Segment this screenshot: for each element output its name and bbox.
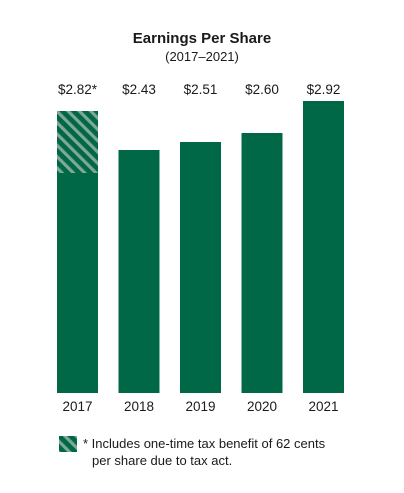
bar-2019	[180, 142, 221, 393]
value-label-2020: $2.60	[245, 82, 279, 97]
value-label-2021: $2.92	[307, 82, 341, 97]
category-label-2017: 2017	[62, 399, 92, 414]
bar-2021	[303, 101, 344, 393]
chart-title: Earnings Per Share	[133, 30, 271, 47]
value-label-2018: $2.43	[122, 82, 156, 97]
category-labels-group: 2017 2018 2019 2020 2021	[62, 399, 338, 414]
bar-2017-tax-benefit-segment	[57, 111, 98, 173]
legend: * Includes one-time tax benefit of 62 ce…	[59, 436, 326, 468]
category-label-2019: 2019	[185, 399, 215, 414]
category-label-2020: 2020	[247, 399, 277, 414]
bar-2018	[118, 150, 160, 393]
legend-text-line2: per share due to tax act.	[92, 453, 232, 468]
bar-2020	[241, 133, 283, 393]
value-label-2019: $2.51	[184, 82, 218, 97]
category-label-2021: 2021	[308, 399, 338, 414]
chart-subtitle: (2017–2021)	[165, 49, 239, 64]
legend-hatch-swatch	[59, 436, 77, 452]
category-label-2018: 2018	[124, 399, 154, 414]
value-labels-group: $2.82* $2.43 $2.51 $2.60 $2.92	[58, 82, 340, 97]
bars-group	[57, 101, 344, 393]
value-label-2017: $2.82*	[58, 82, 98, 97]
legend-text-line1: * Includes one-time tax benefit of 62 ce…	[83, 436, 326, 451]
